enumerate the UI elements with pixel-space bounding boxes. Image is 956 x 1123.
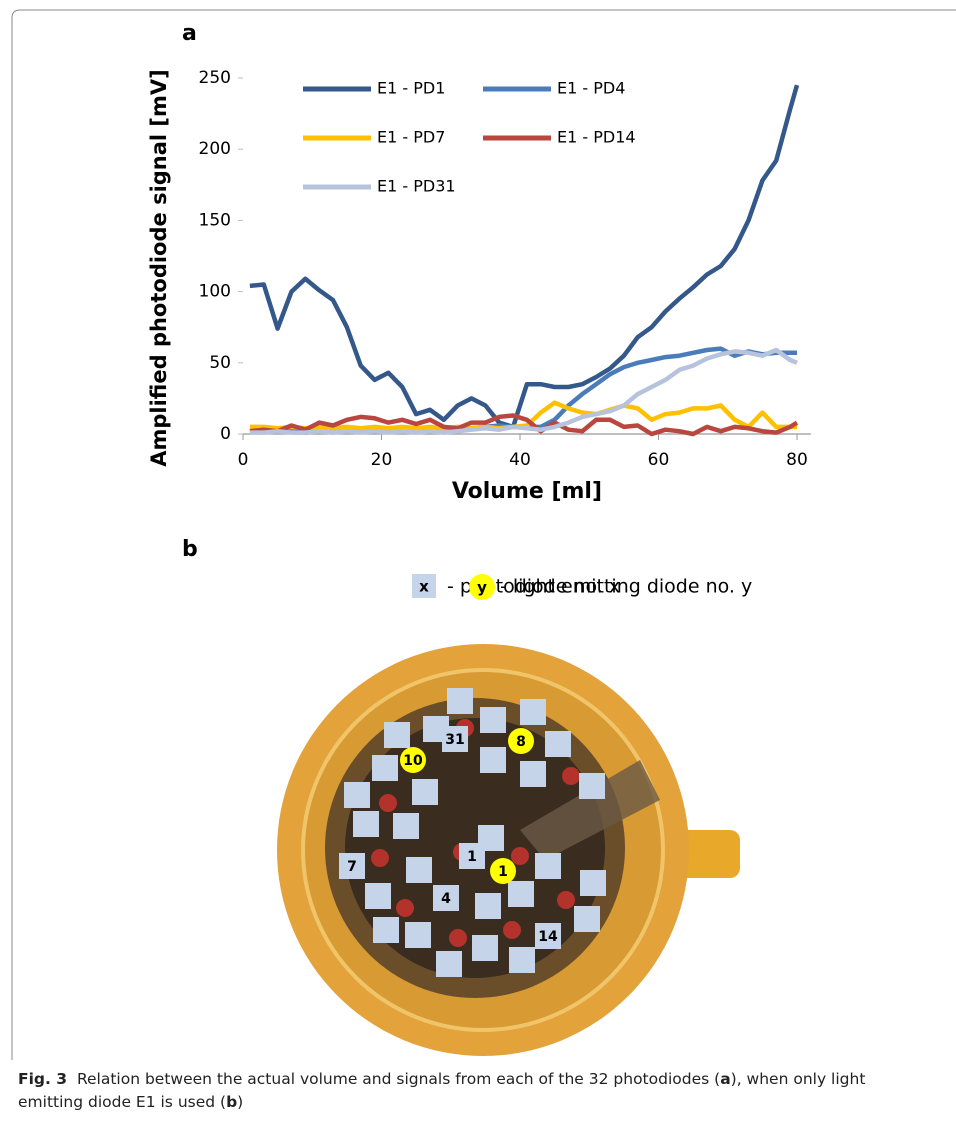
- legend-label: E1 - PD14: [557, 128, 636, 147]
- y-axis-title: Amplified photodiode signal [mV]: [147, 69, 171, 467]
- x-tick-label: 40: [509, 450, 531, 470]
- photo-led: [562, 767, 580, 785]
- photodiode: [384, 722, 410, 748]
- led-legend-text: - light emitting diode no. y: [500, 576, 752, 598]
- photodiode-label: 7: [347, 859, 357, 875]
- pd-symbol-box: [412, 574, 436, 598]
- photodiode: [472, 935, 498, 961]
- series-line: [249, 84, 800, 430]
- panel-label: b: [182, 537, 198, 562]
- photodiode-label: 31: [445, 732, 464, 748]
- photo-led: [371, 849, 389, 867]
- photodiode: [520, 761, 546, 787]
- photodiode: [365, 883, 391, 909]
- led-marker: [490, 858, 516, 884]
- photodiode: [412, 779, 438, 805]
- photo-led: [379, 794, 397, 812]
- photodiode: [574, 906, 600, 932]
- legend-label: E1 - PD31: [377, 177, 456, 196]
- led-label: 8: [516, 734, 526, 750]
- photodiode: [475, 893, 501, 919]
- legend-label: E1 - PD1: [377, 79, 445, 98]
- caption-text: b: [226, 1093, 238, 1111]
- photodiode: [535, 853, 561, 879]
- x-tick-label: 0: [238, 450, 249, 470]
- series-line: [249, 413, 799, 437]
- photodiode: [579, 773, 605, 799]
- photodiode: [509, 947, 535, 973]
- photodiode-label: 14: [538, 929, 558, 945]
- photodiode: [339, 853, 365, 879]
- y-tick-label: 50: [209, 353, 231, 373]
- caption-text: a: [720, 1070, 731, 1088]
- photodiode: [373, 917, 399, 943]
- caption-text: ): [237, 1093, 244, 1111]
- panel-label: a: [182, 21, 197, 46]
- photodiode: [545, 731, 571, 757]
- caption-label: Fig. 3: [18, 1070, 68, 1088]
- legend-label: E1 - PD4: [557, 79, 625, 98]
- figure: a b 0 20 40 60 80 0 50 100 150 200 250 Volume [ml] A…: [11, 9, 956, 1060]
- series-line: [249, 347, 798, 435]
- x-tick-label: 20: [371, 450, 393, 470]
- caption-text: ), when only light emitting diode E1 is …: [18, 1070, 866, 1111]
- photodiode: [433, 885, 459, 911]
- led-label: 1: [498, 864, 508, 880]
- photodiode: [480, 747, 506, 773]
- photo-led: [396, 899, 414, 917]
- photodiode: [442, 726, 468, 752]
- pd-symbol: x: [419, 578, 429, 596]
- photo-led: [511, 847, 529, 865]
- photodiode: [535, 923, 561, 949]
- y-tick-label: 200: [199, 139, 231, 159]
- photodiode: [405, 922, 431, 948]
- pipe: [520, 760, 660, 860]
- photodiode: [353, 811, 379, 837]
- y-tick-label: 100: [199, 282, 231, 302]
- legend-label: E1 - PD7: [377, 128, 445, 147]
- photodiode: [580, 870, 606, 896]
- photodiode-label: 1: [467, 849, 477, 865]
- photo-led: [449, 929, 467, 947]
- y-tick-label: 150: [199, 210, 231, 230]
- photo: 31 1 7 4 14 10 8 1: [277, 644, 740, 1056]
- photodiode: [508, 881, 534, 907]
- photodiode: [459, 843, 485, 869]
- caption: Fig. 3 Relation between the actual volum…: [18, 1068, 918, 1114]
- photo-led: [557, 891, 575, 909]
- plot: 0 20 40 60 80 0 50 100 150 200 250 Volume [ml] Ampli…: [147, 68, 811, 504]
- y-tick-label: 250: [199, 68, 231, 88]
- x-axis-title: Volume [ml]: [452, 479, 602, 504]
- caption-text: Relation between the actual volume and s…: [76, 1070, 721, 1088]
- photodiode: [393, 813, 419, 839]
- photodiode-label: 4: [441, 891, 451, 907]
- x-tick-label: 80: [786, 450, 808, 470]
- photo-led: [503, 921, 521, 939]
- led-symbol: y: [477, 579, 487, 597]
- photodiode: [344, 782, 370, 808]
- led-marker: [508, 728, 534, 754]
- x-tick-label: 60: [648, 450, 670, 470]
- led-marker: [400, 747, 426, 773]
- led-label: 10: [403, 753, 423, 769]
- photodiode: [372, 755, 398, 781]
- led-symbol-circle: [469, 574, 495, 600]
- y-tick-label: 0: [220, 424, 231, 444]
- series-line: [249, 400, 797, 431]
- photodiode: [436, 951, 462, 977]
- photodiode: [447, 688, 473, 714]
- photodiode: [520, 699, 546, 725]
- frame: [11, 9, 956, 1060]
- photodiode: [406, 857, 432, 883]
- photodiode: [480, 707, 506, 733]
